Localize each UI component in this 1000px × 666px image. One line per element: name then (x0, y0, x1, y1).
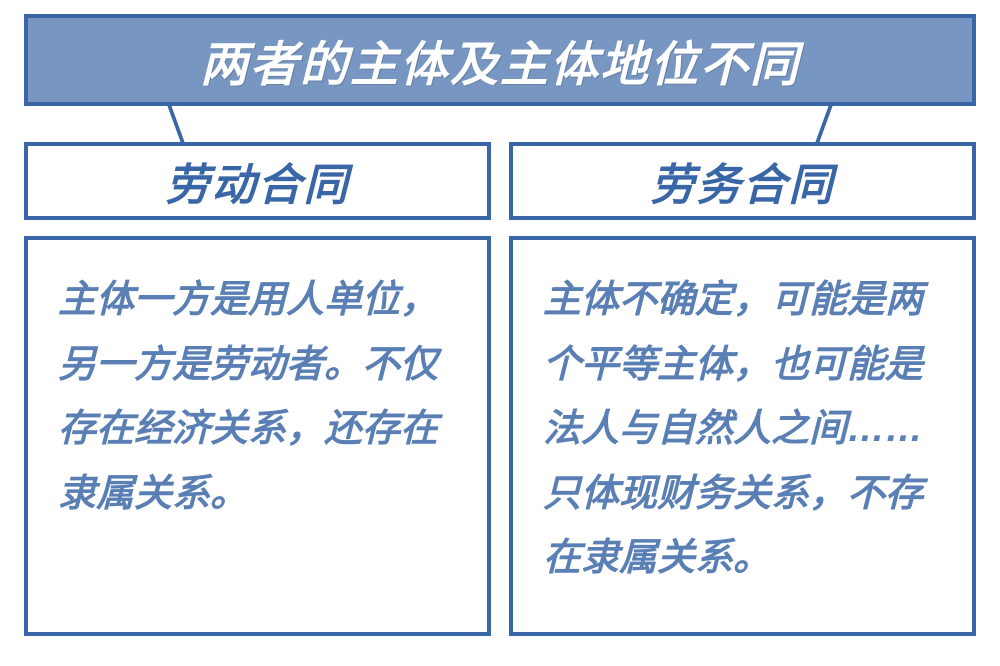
right-content-text: 主体不确定，可能是两个平等主体，也可能是法人与自然人之间……只体现财务关系，不存… (543, 268, 942, 591)
right-subtitle-box: 劳务合同 (509, 142, 976, 220)
left-subtitle-text: 劳动合同 (166, 149, 350, 213)
connector-right (619, 106, 832, 142)
diagram-container: 两者的主体及主体地位不同 劳动合同 主体一方是用人单位，另一方是劳动者。不仅存在… (24, 14, 976, 636)
right-subtitle-text: 劳务合同 (651, 149, 835, 213)
connectors (24, 106, 976, 142)
right-column: 劳务合同 主体不确定，可能是两个平等主体，也可能是法人与自然人之间……只体现财务… (509, 142, 976, 636)
left-content-box: 主体一方是用人单位，另一方是劳动者。不仅存在经济关系，还存在隶属关系。 (24, 236, 491, 636)
right-content-box: 主体不确定，可能是两个平等主体，也可能是法人与自然人之间……只体现财务关系，不存… (509, 236, 976, 636)
title-box: 两者的主体及主体地位不同 (24, 14, 976, 106)
left-subtitle-box: 劳动合同 (24, 142, 491, 220)
left-content-text: 主体一方是用人单位，另一方是劳动者。不仅存在经济关系，还存在隶属关系。 (58, 268, 457, 526)
connector-left (167, 106, 380, 142)
title-text: 两者的主体及主体地位不同 (200, 25, 800, 95)
columns: 劳动合同 主体一方是用人单位，另一方是劳动者。不仅存在经济关系，还存在隶属关系。… (24, 142, 976, 636)
left-column: 劳动合同 主体一方是用人单位，另一方是劳动者。不仅存在经济关系，还存在隶属关系。 (24, 142, 491, 636)
